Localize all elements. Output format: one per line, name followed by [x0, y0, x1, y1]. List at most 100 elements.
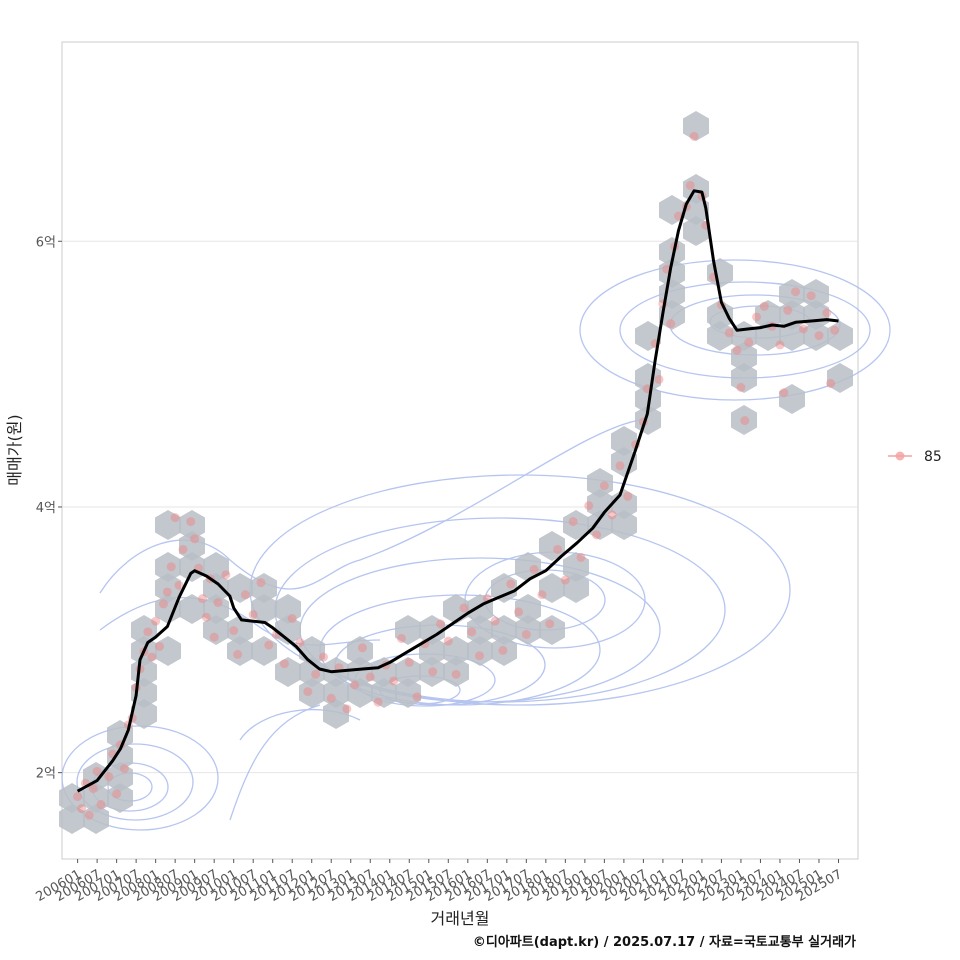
hexbin-tile	[827, 321, 853, 351]
data-point	[545, 619, 555, 629]
data-point	[490, 616, 500, 626]
hexbin-tile	[347, 636, 373, 666]
hexbin-tile	[179, 510, 205, 540]
hexbin-tile	[131, 615, 157, 645]
data-point	[459, 603, 469, 613]
data-point	[435, 619, 445, 629]
hexbin-tile	[539, 531, 565, 561]
y-tick-label: 2억	[36, 767, 56, 782]
hexbin-tile	[347, 657, 373, 687]
plot-panel	[61, 41, 859, 860]
hexbin-tile	[659, 258, 685, 288]
data-point	[744, 337, 754, 347]
data-point	[506, 579, 516, 589]
hexbin-tile	[707, 300, 733, 330]
hexbin-tile	[299, 657, 325, 687]
data-point	[248, 610, 258, 620]
data-point	[88, 784, 98, 794]
hexbin-tile	[275, 615, 301, 645]
hexbin-tile	[731, 342, 757, 372]
hexbin-tile	[755, 300, 781, 330]
gridlines	[62, 240, 858, 774]
hexbin-tile	[491, 636, 517, 666]
hexbin-tile	[251, 594, 277, 624]
data-point	[256, 578, 266, 588]
hexbin-tile	[515, 552, 541, 582]
hexbin-tile	[155, 594, 181, 624]
data-point	[166, 562, 176, 572]
y-tick-label: 4억	[36, 501, 56, 516]
hexbin-tile	[563, 552, 589, 582]
hexbin-tile	[203, 552, 229, 582]
hexbin-tile	[587, 468, 613, 498]
hexbin-tile	[83, 783, 109, 813]
hexbin-tile	[227, 615, 253, 645]
hexbin-tile	[323, 678, 349, 708]
contour-ring	[229, 704, 321, 821]
contour-ring	[76, 743, 194, 821]
data-point	[830, 325, 840, 335]
data-point	[174, 580, 184, 590]
data-point	[798, 324, 808, 334]
data-point	[229, 626, 239, 636]
hexbin-tile	[491, 573, 517, 603]
data-point	[264, 640, 274, 650]
hexbin-tile	[515, 615, 541, 645]
hexbin-tile	[827, 363, 853, 393]
hexbin-tile	[659, 195, 685, 225]
data-point	[514, 607, 524, 617]
data-point	[654, 374, 664, 384]
data-point	[592, 530, 602, 540]
data-point	[685, 180, 695, 190]
hexbin-tile	[539, 573, 565, 603]
data-point	[396, 633, 406, 643]
caption: ©디아파트(dapt.kr) / 2025.07.17 / 자료=국토교통부 실…	[473, 934, 856, 950]
data-point	[553, 544, 563, 554]
trend-line	[76, 189, 839, 793]
data-point	[350, 680, 360, 690]
data-point	[752, 312, 762, 322]
data-point	[119, 764, 129, 774]
data-point	[537, 590, 547, 600]
data-point	[158, 599, 168, 609]
hexbin-tile	[347, 678, 373, 708]
data-point	[295, 637, 305, 647]
hexbin-tile	[683, 195, 709, 225]
hexbin-tile	[779, 384, 805, 414]
data-point	[279, 659, 289, 669]
hexbin-tile	[443, 636, 469, 666]
hexbin-tile	[419, 657, 445, 687]
hexbin-tile	[227, 573, 253, 603]
trend-line-path	[76, 189, 839, 793]
hexbin-tile	[563, 510, 589, 540]
data-point	[736, 382, 746, 392]
hexbin-tile	[155, 552, 181, 582]
hexbin-tile	[155, 636, 181, 666]
legend-key-point	[895, 451, 905, 461]
data-point	[428, 667, 438, 677]
hexbin-tile	[323, 699, 349, 729]
hexbin-tile	[419, 615, 445, 645]
data-point	[357, 643, 367, 653]
hexbin-tile	[395, 678, 421, 708]
hexbin-tile	[467, 615, 493, 645]
hexbin-tile	[251, 573, 277, 603]
data-point	[221, 570, 231, 580]
hexbin-tile	[539, 615, 565, 645]
hexbin-tile	[227, 636, 253, 666]
data-point	[213, 598, 223, 608]
hexbin-tile	[803, 279, 829, 309]
hexbin-tile	[179, 594, 205, 624]
legend: 85	[888, 449, 942, 465]
hexbin-tile	[275, 657, 301, 687]
hexbin-tile	[779, 321, 805, 351]
data-point	[467, 627, 477, 637]
data-point	[732, 345, 742, 355]
data-point	[529, 564, 539, 574]
data-point	[170, 513, 180, 523]
hexbin-tile	[779, 279, 805, 309]
hexbin-tile	[251, 636, 277, 666]
hexbin-tile	[731, 363, 757, 393]
data-point	[190, 534, 200, 544]
hexbin-tile	[371, 678, 397, 708]
